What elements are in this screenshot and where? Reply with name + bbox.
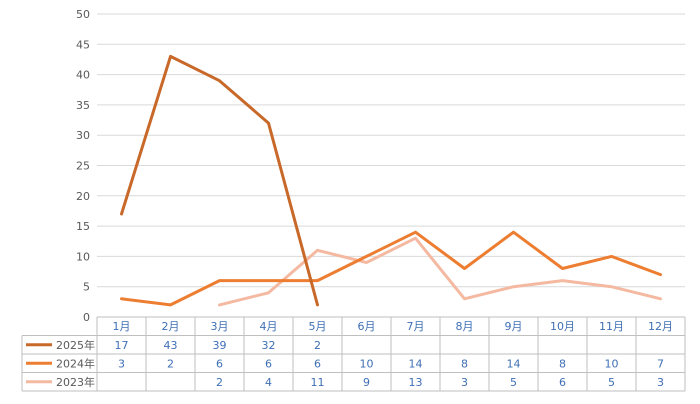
table-cell-value: 3 (657, 376, 664, 389)
table-cell-value: 3 (118, 357, 125, 370)
y-tick-label: 50 (76, 8, 90, 21)
table-cell-value: 13 (409, 376, 423, 389)
legend-label: 2025年 (56, 338, 95, 352)
table-cell-value: 6 (559, 376, 566, 389)
table-cell-value: 43 (164, 339, 178, 352)
table-cell-value: 3 (461, 376, 468, 389)
x-tick-label: 4月 (260, 320, 278, 333)
y-tick-label: 45 (76, 38, 90, 51)
table-cell-value: 6 (314, 357, 321, 370)
x-tick-label: 1月 (113, 320, 131, 333)
table-cell-value: 2 (216, 376, 223, 389)
x-tick-label: 8月 (456, 320, 474, 333)
table-cell-value: 6 (265, 357, 272, 370)
x-tick-label: 2月 (162, 320, 180, 333)
y-axis: 0 5 10 15 20 25 30 35 40 45 50 (76, 8, 90, 324)
table-cell-value: 6 (216, 357, 223, 370)
x-tick-label: 7月 (407, 320, 425, 333)
table-cell-value: 14 (409, 357, 423, 370)
x-tick-label: 9月 (505, 320, 523, 333)
x-tick-label: 11月 (599, 320, 624, 333)
table-cell-value: 10 (360, 357, 374, 370)
x-tick-label: 12月 (648, 320, 673, 333)
table-cell-value: 11 (311, 376, 325, 389)
gridlines (97, 13, 685, 288)
y-tick-label: 15 (76, 220, 90, 233)
series-line (218, 236, 662, 307)
table-cell-value: 8 (559, 357, 566, 370)
y-tick-label: 40 (76, 69, 90, 82)
table-cell-value: 7 (657, 357, 664, 370)
x-tick-label: 10月 (550, 320, 575, 333)
table-cell-value: 9 (363, 376, 370, 389)
table-cell-value: 10 (605, 357, 619, 370)
table-cell-value: 17 (115, 339, 129, 352)
legend-label: 2023年 (56, 375, 95, 389)
table-cell-value: 5 (608, 376, 615, 389)
table-cell-value: 2 (314, 339, 321, 352)
table-cell-value: 2 (167, 357, 174, 370)
x-tick-label: 6月 (358, 320, 376, 333)
series-line (120, 230, 662, 307)
table-cell-value: 5 (510, 376, 517, 389)
table-cell-value: 14 (507, 357, 521, 370)
y-tick-label: 20 (76, 190, 90, 203)
y-tick-label: 5 (83, 281, 90, 294)
x-tick-label: 5月 (309, 320, 327, 333)
y-tick-label: 30 (76, 129, 90, 142)
y-tick-label: 10 (76, 250, 90, 263)
table-cell-value: 8 (461, 357, 468, 370)
x-tick-label: 3月 (211, 320, 229, 333)
y-tick-label: 0 (83, 311, 90, 324)
y-tick-label: 35 (76, 99, 90, 112)
table-cell-value: 32 (262, 339, 276, 352)
series-line (120, 54, 319, 307)
y-tick-label: 25 (76, 160, 90, 173)
series-lines (120, 54, 662, 307)
legend-label: 2024年 (56, 356, 95, 370)
table-cell-value: 39 (213, 339, 227, 352)
table-cell-value: 4 (265, 376, 272, 389)
